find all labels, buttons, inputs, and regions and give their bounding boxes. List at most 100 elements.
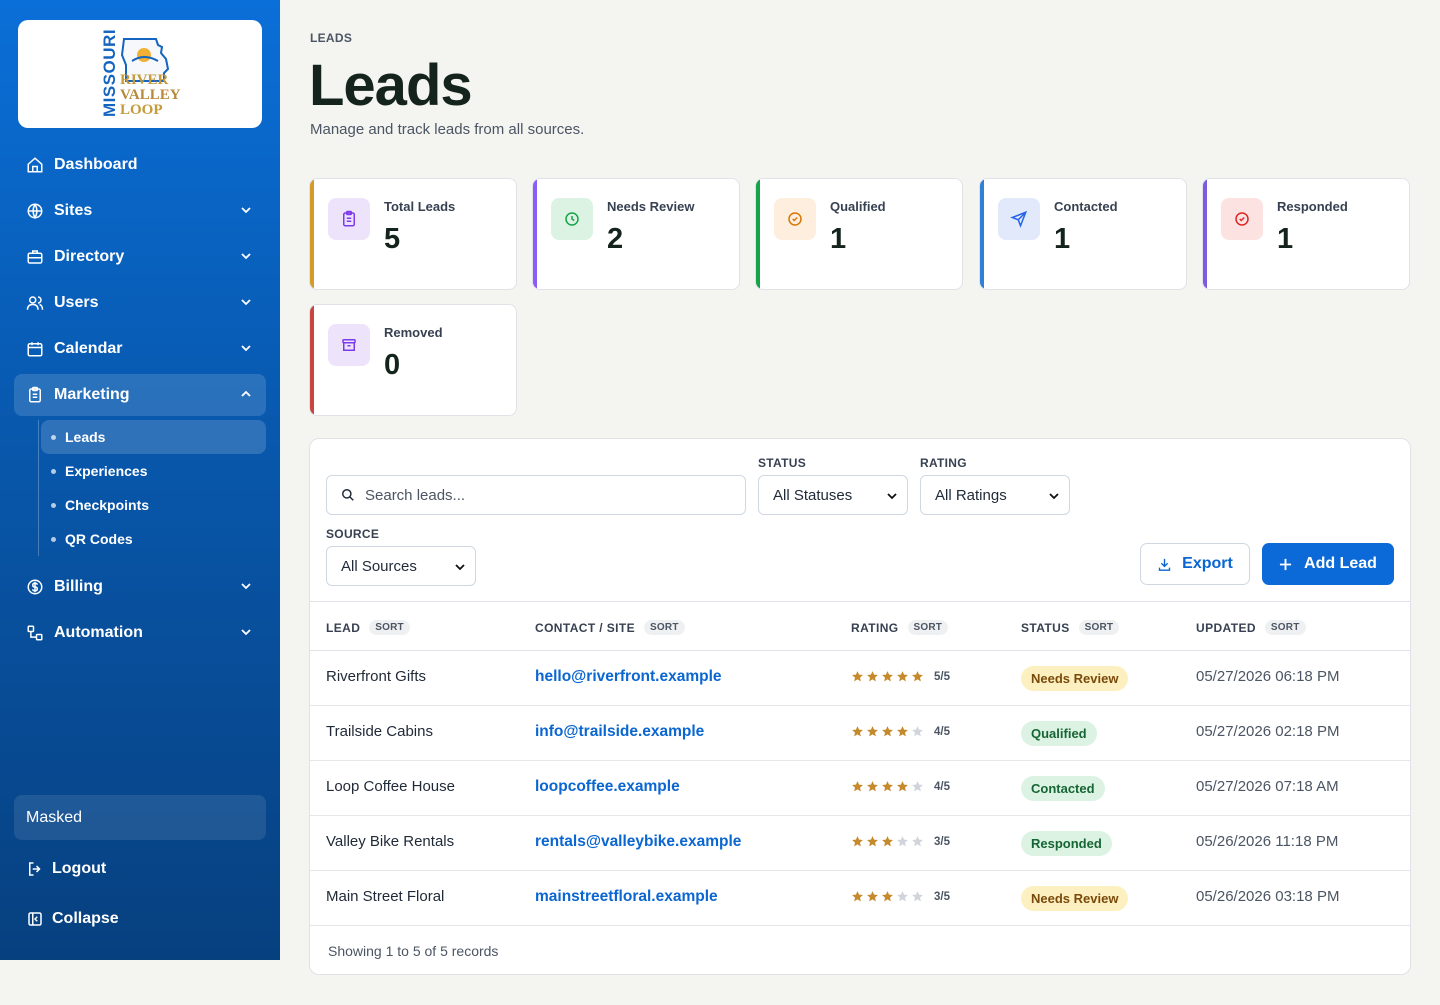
- sort-button[interactable]: SORT: [644, 620, 685, 635]
- source-select[interactable]: All Sources: [326, 546, 476, 586]
- column-header-lead[interactable]: LEAD SORT: [326, 620, 410, 635]
- rating-text: 4/5: [934, 725, 950, 738]
- nav-item-sites[interactable]: Sites: [14, 190, 266, 232]
- contact-link[interactable]: loopcoffee.example: [535, 778, 680, 795]
- export-label: Export: [1182, 555, 1233, 572]
- sidebar: MISSOURI RIVER VALLEY LOOP Dashboard Sit…: [0, 0, 280, 960]
- nav-item-users[interactable]: Users: [14, 282, 266, 324]
- users-icon: [26, 294, 44, 312]
- contact-link[interactable]: hello@riverfront.example: [535, 668, 722, 685]
- stat-value: 1: [1277, 223, 1294, 255]
- page-title: Leads: [309, 53, 473, 118]
- updated-date: 05/27/2026 07:18 AM: [1196, 778, 1339, 795]
- rating-select[interactable]: All Ratings: [920, 475, 1070, 515]
- sort-button[interactable]: SORT: [1264, 620, 1306, 635]
- subnav-item-qr-codes[interactable]: QR Codes: [41, 522, 266, 556]
- status-select-value: All Statuses: [773, 486, 853, 504]
- stat-card-removed[interactable]: Removed 0: [309, 304, 517, 416]
- column-header-status[interactable]: STATUS SORT: [1021, 620, 1120, 635]
- star-icon: [867, 836, 878, 847]
- star-icon: [852, 781, 863, 792]
- nav-item-calendar[interactable]: Calendar: [14, 328, 266, 370]
- nav-label: Directory: [54, 248, 125, 265]
- rating-stars: 3/5: [851, 835, 950, 848]
- table-row[interactable]: Riverfront Gifts hello@riverfront.example…: [310, 651, 1410, 706]
- star-icon: [852, 671, 863, 682]
- chevron-down-icon: [241, 207, 251, 214]
- nav-item-directory[interactable]: Directory: [14, 236, 266, 278]
- logout-label: Logout: [52, 860, 107, 877]
- sort-button[interactable]: SORT: [1078, 620, 1120, 635]
- nav-label: Dashboard: [54, 156, 138, 173]
- sort-button[interactable]: SORT: [369, 620, 410, 635]
- leads-panel: STATUS All Statuses RATING All Ratings S…: [309, 438, 1411, 975]
- brand-logo[interactable]: MISSOURI RIVER VALLEY LOOP: [18, 20, 262, 128]
- search-box[interactable]: [326, 475, 746, 515]
- star-icon: [912, 671, 923, 682]
- clock-icon: [551, 198, 593, 240]
- status-badge: Qualified: [1021, 721, 1097, 746]
- nav-label: Sites: [54, 202, 93, 219]
- column-header-updated[interactable]: UPDATED SORT: [1196, 620, 1306, 635]
- search-icon: [342, 489, 354, 501]
- stat-accent-bar: [533, 179, 537, 289]
- stat-value: 1: [830, 223, 847, 255]
- chevron-down-icon: [455, 564, 465, 571]
- sort-button[interactable]: SORT: [907, 620, 949, 635]
- table-row[interactable]: Trailside Cabins info@trailside.example 4/…: [310, 706, 1410, 761]
- status-badge: Needs Review: [1021, 666, 1129, 691]
- table-row[interactable]: Main Street Floral mainstreetfloral.examp…: [310, 871, 1410, 926]
- stat-card-contacted[interactable]: Contacted 1: [979, 178, 1187, 290]
- rating-select-value: All Ratings: [935, 486, 1007, 504]
- stat-card-responded[interactable]: Responded 1: [1202, 178, 1410, 290]
- stat-card-qualified[interactable]: Qualified 1: [755, 178, 963, 290]
- source-select-value: All Sources: [341, 557, 417, 575]
- table-row[interactable]: Loop Coffee House loopcoffee.example 4/5 Co…: [310, 761, 1410, 816]
- contact-link[interactable]: rentals@valleybike.example: [535, 833, 742, 850]
- contact-link[interactable]: mainstreetfloral.example: [535, 888, 718, 905]
- send-icon: [998, 198, 1040, 240]
- stat-label: Responded: [1277, 199, 1348, 214]
- search-input[interactable]: [365, 486, 735, 504]
- archive-icon: [328, 324, 370, 366]
- subnav-item-experiences[interactable]: Experiences: [41, 454, 266, 488]
- lead-name: Riverfront Gifts: [326, 668, 427, 685]
- star-icon: [852, 836, 863, 847]
- contact-link[interactable]: info@trailside.example: [535, 723, 705, 740]
- status-select[interactable]: All Statuses: [758, 475, 908, 515]
- star-icon: [912, 836, 923, 847]
- stat-value: 0: [384, 349, 401, 381]
- rating-stars: 5/5: [851, 670, 950, 683]
- stat-accent-bar: [980, 179, 984, 289]
- pagination-summary: Showing 1 to 5 of 5 records: [328, 943, 499, 959]
- table-row[interactable]: Valley Bike Rentals rentals@valleybike.ex…: [310, 816, 1410, 871]
- nav-item-dashboard[interactable]: Dashboard: [14, 144, 266, 186]
- subnav-item-leads[interactable]: Leads: [41, 420, 266, 454]
- nav-label: Users: [54, 294, 99, 311]
- nav-item-billing[interactable]: Billing: [14, 566, 266, 608]
- collapse-button[interactable]: Collapse: [26, 910, 119, 928]
- briefcase-icon: [26, 248, 44, 266]
- logout-button[interactable]: Logout: [26, 860, 106, 878]
- subnav-item-checkpoints[interactable]: Checkpoints: [41, 488, 266, 522]
- star-icon: [912, 781, 923, 792]
- star-icon: [867, 726, 878, 737]
- add-lead-button[interactable]: Add Lead: [1262, 543, 1394, 585]
- logo-mark: MISSOURI RIVER VALLEY LOOP: [100, 29, 181, 119]
- status-badge: Responded: [1021, 831, 1112, 856]
- export-button[interactable]: Export: [1140, 543, 1250, 585]
- updated-date: 05/27/2026 06:18 PM: [1196, 668, 1340, 685]
- column-header-rating[interactable]: RATING SORT: [851, 620, 949, 635]
- stat-card-total-leads[interactable]: Total Leads 5: [309, 178, 517, 290]
- source-filter-label: SOURCE: [326, 527, 380, 541]
- stat-card-needs-review[interactable]: Needs Review 2: [532, 178, 740, 290]
- column-header-contact[interactable]: CONTACT / SITE SORT: [535, 620, 685, 635]
- stat-value: 5: [384, 223, 401, 255]
- nav-label: Billing: [54, 578, 103, 595]
- star-icon: [867, 671, 878, 682]
- star-icon: [867, 781, 878, 792]
- status-badge: Contacted: [1021, 776, 1105, 801]
- user-account[interactable]: Masked: [14, 795, 266, 840]
- nav-item-automation[interactable]: Automation: [14, 612, 266, 654]
- nav-item-marketing[interactable]: Marketing: [14, 374, 266, 416]
